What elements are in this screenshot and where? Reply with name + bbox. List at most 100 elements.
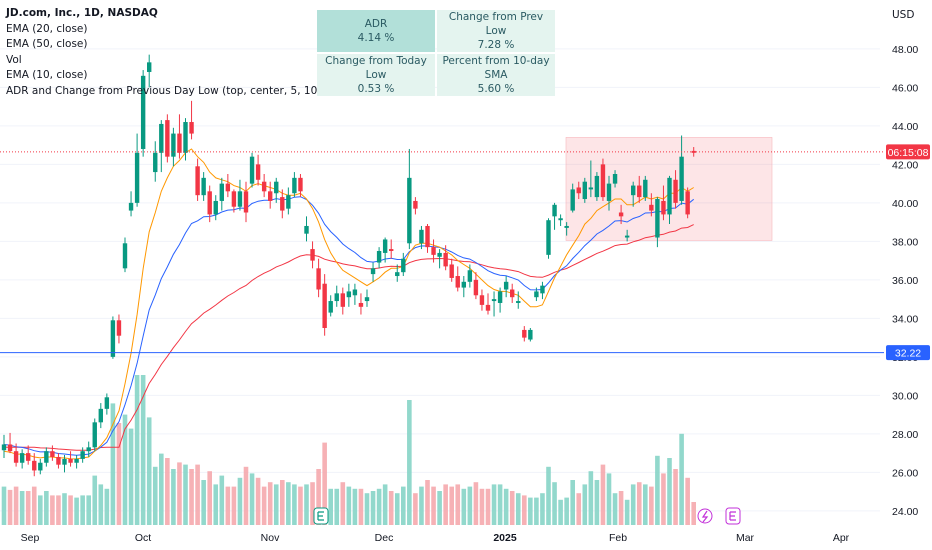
- candle: [382, 237, 388, 263]
- volume-bar: [86, 495, 91, 525]
- legend-ema10[interactable]: EMA (10, close): [6, 69, 88, 82]
- candle: [395, 264, 400, 282]
- legend-adr-indicator[interactable]: ADR and Change from Previous Day Low (to…: [6, 84, 322, 97]
- candle: [685, 187, 690, 219]
- candle: [13, 443, 19, 467]
- candle-body: [631, 185, 636, 196]
- x-tick-label: Sep: [21, 532, 40, 544]
- volume-bar: [219, 475, 225, 525]
- candle: [534, 287, 539, 302]
- candle-body: [304, 225, 309, 234]
- candle-body: [316, 268, 321, 290]
- volume-bar: [110, 403, 116, 525]
- candle: [618, 204, 624, 225]
- candle-body: [310, 249, 315, 261]
- candle: [171, 127, 176, 167]
- volume-bar: [431, 486, 436, 525]
- candle: [352, 283, 358, 305]
- candle-body: [637, 185, 642, 198]
- candle-body: [370, 268, 376, 275]
- candle: [552, 202, 557, 230]
- volume-bar: [552, 482, 557, 525]
- volume-bar: [570, 480, 575, 525]
- legend-vol[interactable]: Vol: [6, 53, 22, 66]
- candle-body: [171, 133, 176, 157]
- legend-ema50[interactable]: EMA (50, close): [6, 38, 88, 51]
- candle-body: [104, 397, 110, 409]
- change-prev-low-value: 7.28 %: [477, 39, 515, 51]
- volume-bar: [630, 484, 636, 525]
- adr-table: ADR 4.14 % Change from Prev Low 7.28 % C…: [315, 8, 557, 98]
- candle: [637, 175, 642, 203]
- change-prev-low-cell: Change from Prev Low 7.28 %: [437, 10, 555, 52]
- volume-bar: [286, 482, 291, 525]
- x-tick-label: Oct: [135, 532, 151, 544]
- volume-bar: [461, 488, 467, 525]
- currency-label[interactable]: USD: [892, 9, 915, 21]
- candle-body: [201, 177, 206, 196]
- volume-bar: [25, 491, 31, 525]
- candle: [661, 185, 666, 221]
- candle: [201, 172, 206, 201]
- candle: [80, 447, 85, 463]
- legend-ema20[interactable]: EMA (20, close): [6, 22, 88, 35]
- volume-bar: [104, 488, 110, 525]
- volume-bar: [140, 375, 146, 525]
- candle: [449, 258, 454, 282]
- candle: [219, 177, 224, 211]
- candle: [334, 285, 339, 307]
- candle: [425, 224, 430, 253]
- candle-body: [38, 462, 43, 471]
- candle-body: [546, 220, 551, 255]
- candle-body: [74, 458, 79, 463]
- candle-body: [528, 329, 533, 340]
- volume-bar: [661, 473, 666, 525]
- volume-bar: [691, 502, 696, 525]
- candle-body: [364, 297, 370, 302]
- volume-bar: [522, 495, 527, 525]
- volume-bar: [407, 400, 412, 525]
- volume-bar: [183, 464, 188, 525]
- x-tick-label: Nov: [261, 532, 280, 544]
- candle-body: [213, 200, 218, 215]
- candle-body: [479, 295, 485, 305]
- candle-body: [395, 272, 400, 277]
- volume-bar: [74, 497, 79, 525]
- candle-body: [280, 197, 285, 211]
- candle-body: [461, 281, 466, 288]
- volume-bar: [1, 486, 7, 525]
- candle-body: [322, 283, 327, 328]
- candle: [231, 189, 237, 213]
- candle-body: [491, 299, 497, 302]
- volume-bar: [618, 491, 624, 525]
- candle: [473, 272, 479, 300]
- candle: [153, 141, 158, 182]
- candle: [612, 170, 618, 188]
- candle-body: [134, 152, 140, 203]
- volume-bar: [280, 480, 285, 525]
- volume-bar: [346, 486, 352, 525]
- candle-body: [219, 183, 224, 201]
- candle: [570, 183, 575, 213]
- candle: [316, 258, 321, 298]
- volume-bar: [122, 414, 128, 525]
- candle: [268, 181, 273, 209]
- symbol-title: JD.com, Inc., 1D, NASDAQ: [6, 7, 158, 19]
- volume-bar: [7, 489, 13, 525]
- volume-bar: [261, 486, 267, 525]
- volume-bar: [588, 471, 594, 525]
- candle-body: [231, 191, 237, 207]
- candle-body: [68, 458, 73, 463]
- candle: [86, 441, 91, 457]
- volume-bar: [128, 428, 134, 525]
- candle-body: [165, 120, 170, 157]
- candle: [26, 445, 31, 465]
- change-today-low-label: Change from Today Low: [325, 55, 427, 81]
- candle-body: [467, 270, 473, 282]
- candle: [134, 133, 140, 207]
- candle: [7, 432, 13, 454]
- candle: [673, 170, 678, 209]
- candle: [189, 100, 194, 140]
- candle: [419, 225, 424, 250]
